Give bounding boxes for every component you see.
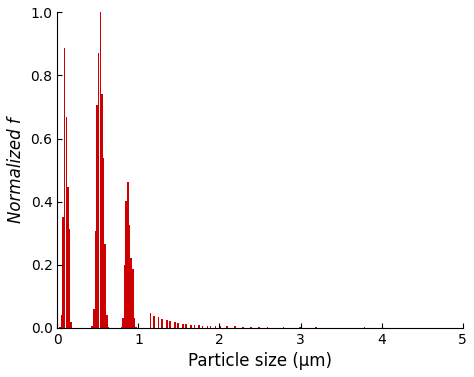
Bar [124, 265, 126, 328]
Bar [61, 315, 62, 328]
Bar [177, 323, 179, 328]
Bar [64, 48, 65, 328]
Bar [103, 158, 104, 328]
Y-axis label: Normalized f: Normalized f [7, 117, 25, 223]
Bar [174, 322, 176, 328]
Bar [62, 217, 64, 328]
Bar [266, 327, 268, 328]
Bar [130, 258, 132, 328]
Bar [101, 94, 103, 328]
Bar [120, 327, 122, 328]
Bar [161, 319, 163, 328]
Bar [104, 244, 106, 328]
Bar [215, 326, 216, 328]
Bar [126, 201, 127, 328]
Bar [70, 322, 72, 328]
Bar [234, 326, 236, 328]
X-axis label: Particle size (μm): Particle size (μm) [188, 352, 332, 370]
Bar [219, 326, 221, 328]
Bar [122, 318, 124, 328]
Bar [166, 320, 168, 328]
Bar [207, 326, 208, 328]
Bar [106, 315, 108, 328]
Bar [129, 225, 130, 328]
Bar [150, 313, 151, 328]
Bar [134, 318, 135, 328]
Bar [185, 325, 187, 328]
Bar [96, 105, 98, 328]
Bar [95, 231, 96, 328]
Bar [283, 327, 284, 328]
Bar [242, 327, 244, 328]
Bar [100, 12, 101, 328]
Bar [169, 321, 171, 328]
Bar [108, 327, 109, 328]
Bar [69, 228, 70, 328]
Bar [132, 269, 134, 328]
Bar [93, 309, 95, 328]
Bar [210, 326, 211, 328]
Bar [127, 181, 128, 328]
Bar [250, 327, 252, 328]
Bar [191, 325, 192, 328]
Bar [67, 187, 69, 328]
Bar [182, 324, 184, 328]
Bar [193, 325, 195, 328]
Bar [98, 53, 100, 328]
Bar [59, 327, 61, 328]
Bar [158, 317, 159, 328]
Bar [226, 326, 228, 328]
Bar [65, 116, 67, 328]
Bar [202, 326, 203, 328]
Bar [258, 327, 260, 328]
Bar [91, 326, 93, 328]
Bar [153, 316, 155, 328]
Bar [299, 327, 301, 328]
Bar [199, 325, 200, 328]
